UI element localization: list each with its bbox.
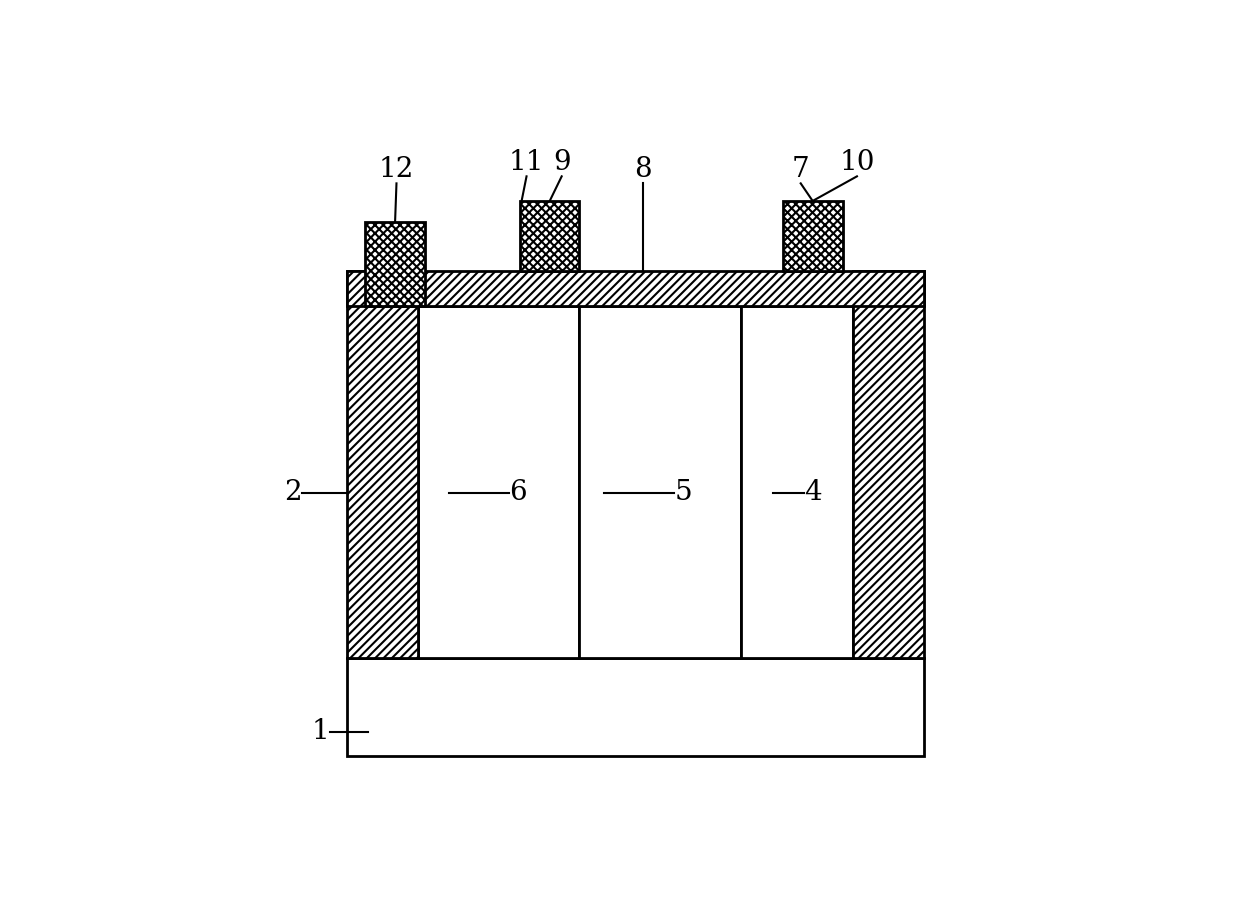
Bar [520, 201, 579, 271]
Text: 12: 12 [378, 156, 414, 184]
Bar [742, 307, 853, 658]
Text: 1: 1 [312, 719, 330, 745]
Bar [365, 222, 424, 307]
Text: 7: 7 [792, 156, 810, 184]
Text: 4: 4 [805, 479, 822, 506]
Bar [853, 271, 924, 658]
Bar [347, 271, 418, 658]
Text: 10: 10 [839, 150, 874, 176]
Text: 2: 2 [284, 479, 301, 506]
Text: 6: 6 [508, 479, 527, 506]
Text: 8: 8 [634, 156, 651, 184]
Text: 11: 11 [508, 150, 544, 176]
Bar [579, 307, 742, 658]
Bar [347, 271, 924, 307]
Bar [784, 201, 843, 271]
Bar [418, 307, 579, 658]
Text: 9: 9 [553, 150, 570, 176]
Text: 5: 5 [675, 479, 692, 506]
Bar [347, 658, 924, 756]
